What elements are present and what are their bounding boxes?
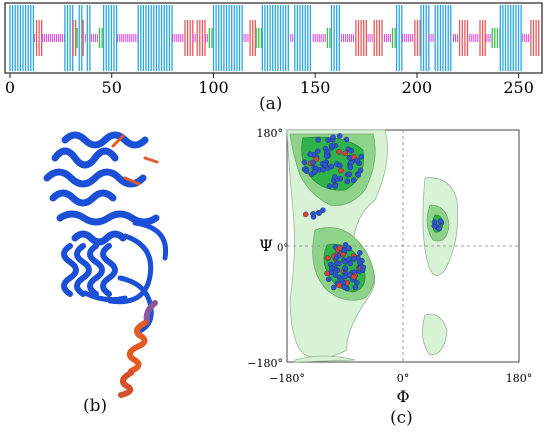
residue-point xyxy=(338,167,344,174)
residue-point xyxy=(340,251,346,258)
residue-point xyxy=(346,171,352,178)
residue-point xyxy=(437,218,444,224)
residue-point xyxy=(330,284,337,291)
residue-point xyxy=(358,153,365,160)
x-tick-right: 180° xyxy=(506,372,533,385)
ribbon-loops xyxy=(82,220,169,334)
residue-point xyxy=(351,154,357,160)
residue-point xyxy=(316,210,322,216)
residue-point xyxy=(357,167,364,174)
panel-b-protein-structure: (b) xyxy=(25,118,200,421)
residue-point xyxy=(348,147,354,154)
residue-point xyxy=(342,265,348,271)
x-tick-label: 150 xyxy=(300,78,331,97)
residue-point xyxy=(322,162,329,168)
residue-point xyxy=(336,282,342,289)
residue-point xyxy=(341,283,348,290)
residue-point xyxy=(347,164,354,171)
residue-point xyxy=(336,149,342,155)
ribbon-tail xyxy=(118,300,158,398)
residue-point xyxy=(343,136,350,143)
x-tick-label: 100 xyxy=(198,78,229,97)
residue-point xyxy=(332,183,338,189)
y-tick-bottom: −180° xyxy=(247,357,283,370)
track-frame xyxy=(4,2,543,74)
panel-c-ramachandran-plot: 180° −180° −180° 0° 180° Ψ 0° Φ (c) xyxy=(235,120,550,431)
residue-point xyxy=(342,150,349,157)
panel-a-secondary-structure: 0 50 100 150 200 250 (a) xyxy=(0,0,550,118)
residue-point xyxy=(301,159,308,166)
residue-point xyxy=(355,172,362,178)
residue-point xyxy=(313,156,320,163)
protein-ribbon-image xyxy=(43,131,169,398)
x-axis-ticks: 0 50 100 150 200 250 xyxy=(5,73,534,97)
residue-point xyxy=(325,276,332,283)
x-tick-left: −180° xyxy=(269,372,305,385)
residue-point xyxy=(357,249,363,256)
residue-point xyxy=(333,260,340,267)
residue-point xyxy=(350,177,357,184)
panel-c-caption: (c) xyxy=(390,408,413,428)
residue-point xyxy=(436,225,442,232)
x-tick-mid: 0° xyxy=(397,372,410,385)
residue-point xyxy=(348,159,354,166)
residue-point xyxy=(310,214,317,220)
residue-points xyxy=(301,133,445,292)
residue-point xyxy=(350,274,357,280)
residue-point xyxy=(328,265,335,272)
residue-point xyxy=(324,270,330,277)
residue-point xyxy=(311,169,318,175)
residue-point xyxy=(315,148,321,155)
y-tick-top: 180° xyxy=(257,127,284,140)
ribbon-helix-bundle xyxy=(61,243,118,297)
x-tick-label: 0 xyxy=(5,78,15,97)
ribbon-core xyxy=(43,131,160,246)
residue-point xyxy=(352,284,359,291)
x-tick-label: 50 xyxy=(102,78,122,97)
residue-point xyxy=(324,255,331,261)
panel-a-caption: (a) xyxy=(259,94,283,114)
x-tick-label: 250 xyxy=(503,78,534,97)
residue-point xyxy=(302,211,309,218)
ramachandran-svg: 180° −180° −180° 0° 180° Ψ 0° Φ xyxy=(247,127,533,406)
residue-point xyxy=(351,256,357,262)
residue-point xyxy=(344,178,351,185)
residue-point xyxy=(354,157,361,164)
ribbon-low-confidence-loops xyxy=(111,134,159,186)
residue-point xyxy=(337,162,343,169)
y-tick-mid: 0° xyxy=(277,243,288,254)
residue-point xyxy=(303,168,310,174)
residue-point xyxy=(320,166,326,173)
residue-point xyxy=(359,267,366,273)
residue-point xyxy=(431,219,438,225)
residue-point xyxy=(330,134,336,141)
residue-point xyxy=(332,174,338,180)
residue-point xyxy=(328,163,335,170)
residue-point xyxy=(336,245,343,251)
x-tick-label: 200 xyxy=(402,78,433,97)
residue-point xyxy=(324,148,331,155)
secondary-structure-plot: 0 50 100 150 200 250 xyxy=(4,2,543,97)
residue-point xyxy=(325,137,331,143)
residue-point xyxy=(356,259,363,265)
residue-point xyxy=(320,207,326,213)
panel-b-caption: (b) xyxy=(83,396,108,416)
residue-point xyxy=(342,258,348,265)
residue-point xyxy=(338,276,345,282)
x-axis-label: Φ xyxy=(396,387,409,406)
residue-point xyxy=(336,133,343,139)
y-axis-label: Ψ xyxy=(259,236,273,255)
residue-point xyxy=(347,260,353,267)
structure-bars xyxy=(9,5,540,71)
residue-point xyxy=(307,151,313,158)
residue-point xyxy=(345,245,351,252)
residue-point xyxy=(315,137,321,143)
residue-point xyxy=(326,183,333,190)
residue-point xyxy=(329,142,335,149)
